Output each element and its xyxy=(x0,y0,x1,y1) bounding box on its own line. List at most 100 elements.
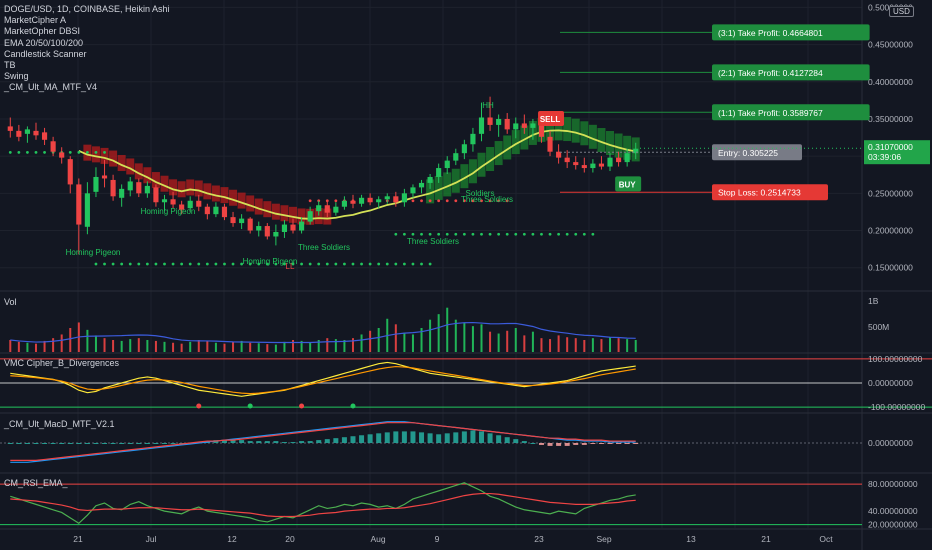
candle-body xyxy=(41,132,48,140)
resistance-dot xyxy=(471,199,475,203)
candle-body xyxy=(239,218,245,224)
level-label: (2:1) Take Profit: 0.4127284 xyxy=(718,68,823,78)
level-label: Stop Loss: 0.2514733 xyxy=(718,188,801,198)
macd-histogram-bar xyxy=(453,432,459,443)
signal-label-box xyxy=(615,176,642,192)
candle-body xyxy=(333,206,339,213)
candle-body xyxy=(633,148,639,154)
candle-body xyxy=(281,224,288,232)
volume-pane-title[interactable]: Vol xyxy=(4,297,17,307)
macd-histogram-bar xyxy=(239,440,245,443)
support-dot xyxy=(565,232,569,236)
volume-bar xyxy=(52,338,55,352)
macd-histogram-bar xyxy=(76,443,82,444)
rsi-pane-title[interactable]: CM_RSI_EMA_ xyxy=(4,478,68,488)
currency-badge[interactable]: USD xyxy=(889,6,914,17)
macd-histogram-bar xyxy=(564,443,570,446)
macd-histogram-bar xyxy=(144,443,150,444)
candle-body xyxy=(273,232,279,237)
candle-body xyxy=(521,123,527,128)
time-axis-tick: 21 xyxy=(73,534,83,544)
volume-bar xyxy=(334,339,337,352)
volume-bar xyxy=(94,335,97,352)
resistance-dot xyxy=(437,199,441,203)
support-dot xyxy=(274,262,278,266)
indicator-label-marketcipher-a[interactable]: MarketCipher A xyxy=(4,15,67,26)
candle-body xyxy=(24,129,30,134)
indicator-label-dbsi[interactable]: MarketOpher DBSI xyxy=(4,26,81,37)
volume-bar xyxy=(189,341,192,352)
candle-body xyxy=(556,151,562,158)
candle-body xyxy=(127,181,133,191)
macd-histogram-bar xyxy=(487,433,493,443)
candle-body xyxy=(573,162,579,166)
candle-body xyxy=(221,206,228,218)
support-dot xyxy=(454,232,458,236)
candle-body xyxy=(76,184,82,225)
vmc-signal-dot xyxy=(196,403,202,409)
macd-histogram-bar xyxy=(59,443,65,444)
candle-body xyxy=(590,163,596,169)
macd-histogram-bar xyxy=(530,443,536,444)
candle-body xyxy=(307,211,313,222)
time-axis-tick: Aug xyxy=(370,534,385,544)
macd-histogram-bar xyxy=(384,432,390,443)
indicator-label-cm-ult-ma[interactable]: _CM_Ult_MA_MTF_V4 xyxy=(4,82,98,93)
indicator-label-ema[interactable]: EMA 20/50/100/200 xyxy=(4,37,84,48)
resistance-dot xyxy=(420,199,423,203)
volume-bar xyxy=(609,337,612,352)
indicator-label-candlestick-scanner[interactable]: Candlestick Scanner xyxy=(4,48,87,59)
price-axis-tick: 0.20000000 xyxy=(868,226,913,236)
volume-bar xyxy=(69,328,72,352)
candle-body xyxy=(59,152,65,158)
volume-bar xyxy=(197,340,200,352)
volume-bar xyxy=(300,340,303,352)
macd-histogram-bar xyxy=(556,443,562,446)
volume-bar xyxy=(626,339,629,352)
candle-body xyxy=(444,160,450,169)
support-dot xyxy=(137,262,141,266)
candle-body xyxy=(547,136,553,152)
volume-bar xyxy=(112,340,115,352)
indicator-label-tb[interactable]: TB xyxy=(4,60,16,71)
candle-body xyxy=(204,206,210,215)
vmc-signal-dot xyxy=(299,403,305,409)
candle-body xyxy=(170,199,176,205)
support-dot xyxy=(394,262,398,266)
support-dot xyxy=(531,232,535,236)
macd-pane-title[interactable]: _CM_Ult_MacD_MTF_V2.1 xyxy=(4,419,115,429)
support-dot xyxy=(445,232,449,236)
support-dot xyxy=(540,232,543,236)
macd-histogram-bar xyxy=(359,435,365,443)
macd-histogram-bar xyxy=(33,443,39,444)
vmc-pane-title[interactable]: VMC Cipher_B_Divergences xyxy=(4,358,120,368)
price-axis-tick: 0.35000000 xyxy=(868,114,913,124)
indicator-label-swing[interactable]: Swing xyxy=(4,71,29,82)
volume-bar xyxy=(471,326,474,352)
support-dot xyxy=(291,262,295,266)
candle-body xyxy=(410,187,416,194)
support-dot xyxy=(43,151,46,154)
candle-body xyxy=(436,168,442,177)
volume-bar xyxy=(420,328,423,352)
macd-histogram-bar xyxy=(633,443,639,444)
time-axis-tick: Jul xyxy=(146,534,157,544)
pattern-annotation: Homing Pigeon xyxy=(141,207,196,216)
support-dot xyxy=(214,262,218,266)
support-dot xyxy=(582,232,586,236)
support-dot xyxy=(394,232,398,236)
candle-body xyxy=(461,144,467,154)
macd-histogram-bar xyxy=(504,437,510,443)
macd-histogram-bar xyxy=(127,443,133,444)
level-label-box xyxy=(712,24,870,41)
macd-histogram-bar xyxy=(538,443,544,445)
candle-body xyxy=(324,205,330,213)
volume-bar xyxy=(154,340,157,352)
volume-bar xyxy=(377,328,380,352)
volume-bar xyxy=(240,340,243,352)
support-dot xyxy=(103,262,106,266)
support-dot xyxy=(231,262,235,266)
volume-bar xyxy=(600,339,603,352)
volume-bar xyxy=(232,342,235,352)
